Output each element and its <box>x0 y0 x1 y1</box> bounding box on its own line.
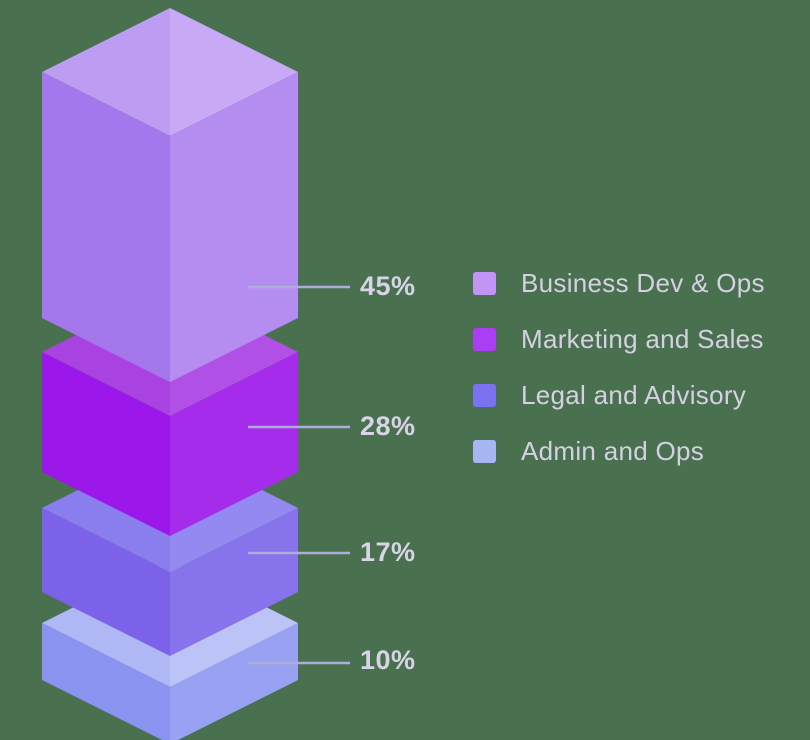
segment-left-face <box>42 623 170 740</box>
legend-item-marketing-and-sales: Marketing and Sales <box>473 324 765 354</box>
value-label-10: 10% <box>360 644 416 675</box>
segment-left-face <box>42 72 170 382</box>
segment-top-right-face <box>170 8 298 136</box>
legend-swatch-legal-and-advisory <box>473 384 496 407</box>
legend: Business Dev & Ops Marketing and Sales L… <box>473 268 765 466</box>
legend-label: Legal and Advisory <box>521 380 747 410</box>
segment-left-face <box>42 508 170 656</box>
value-label-45: 45% <box>360 270 416 301</box>
value-label-28: 28% <box>360 410 416 441</box>
segment-right-face <box>170 508 298 656</box>
legend-swatch-marketing-and-sales <box>473 328 496 351</box>
legend-label: Marketing and Sales <box>521 324 764 354</box>
bar-segment-business-dev-and-ops <box>42 8 298 382</box>
legend-item-business-dev-and-ops: Business Dev & Ops <box>473 268 765 298</box>
legend-swatch-admin-and-ops <box>473 440 496 463</box>
segment-right-face <box>170 623 298 740</box>
segment-right-face <box>170 72 298 382</box>
legend-label: Admin and Ops <box>521 436 705 466</box>
segment-top-left-face <box>42 8 170 136</box>
legend-item-legal-and-advisory: Legal and Advisory <box>473 380 765 410</box>
value-label-17: 17% <box>360 536 416 567</box>
legend-swatch-business-dev-and-ops <box>473 272 496 295</box>
segment-right-face <box>170 352 298 536</box>
legend-label: Business Dev & Ops <box>521 268 765 298</box>
segment-left-face <box>42 352 170 536</box>
legend-item-admin-and-ops: Admin and Ops <box>473 436 765 466</box>
